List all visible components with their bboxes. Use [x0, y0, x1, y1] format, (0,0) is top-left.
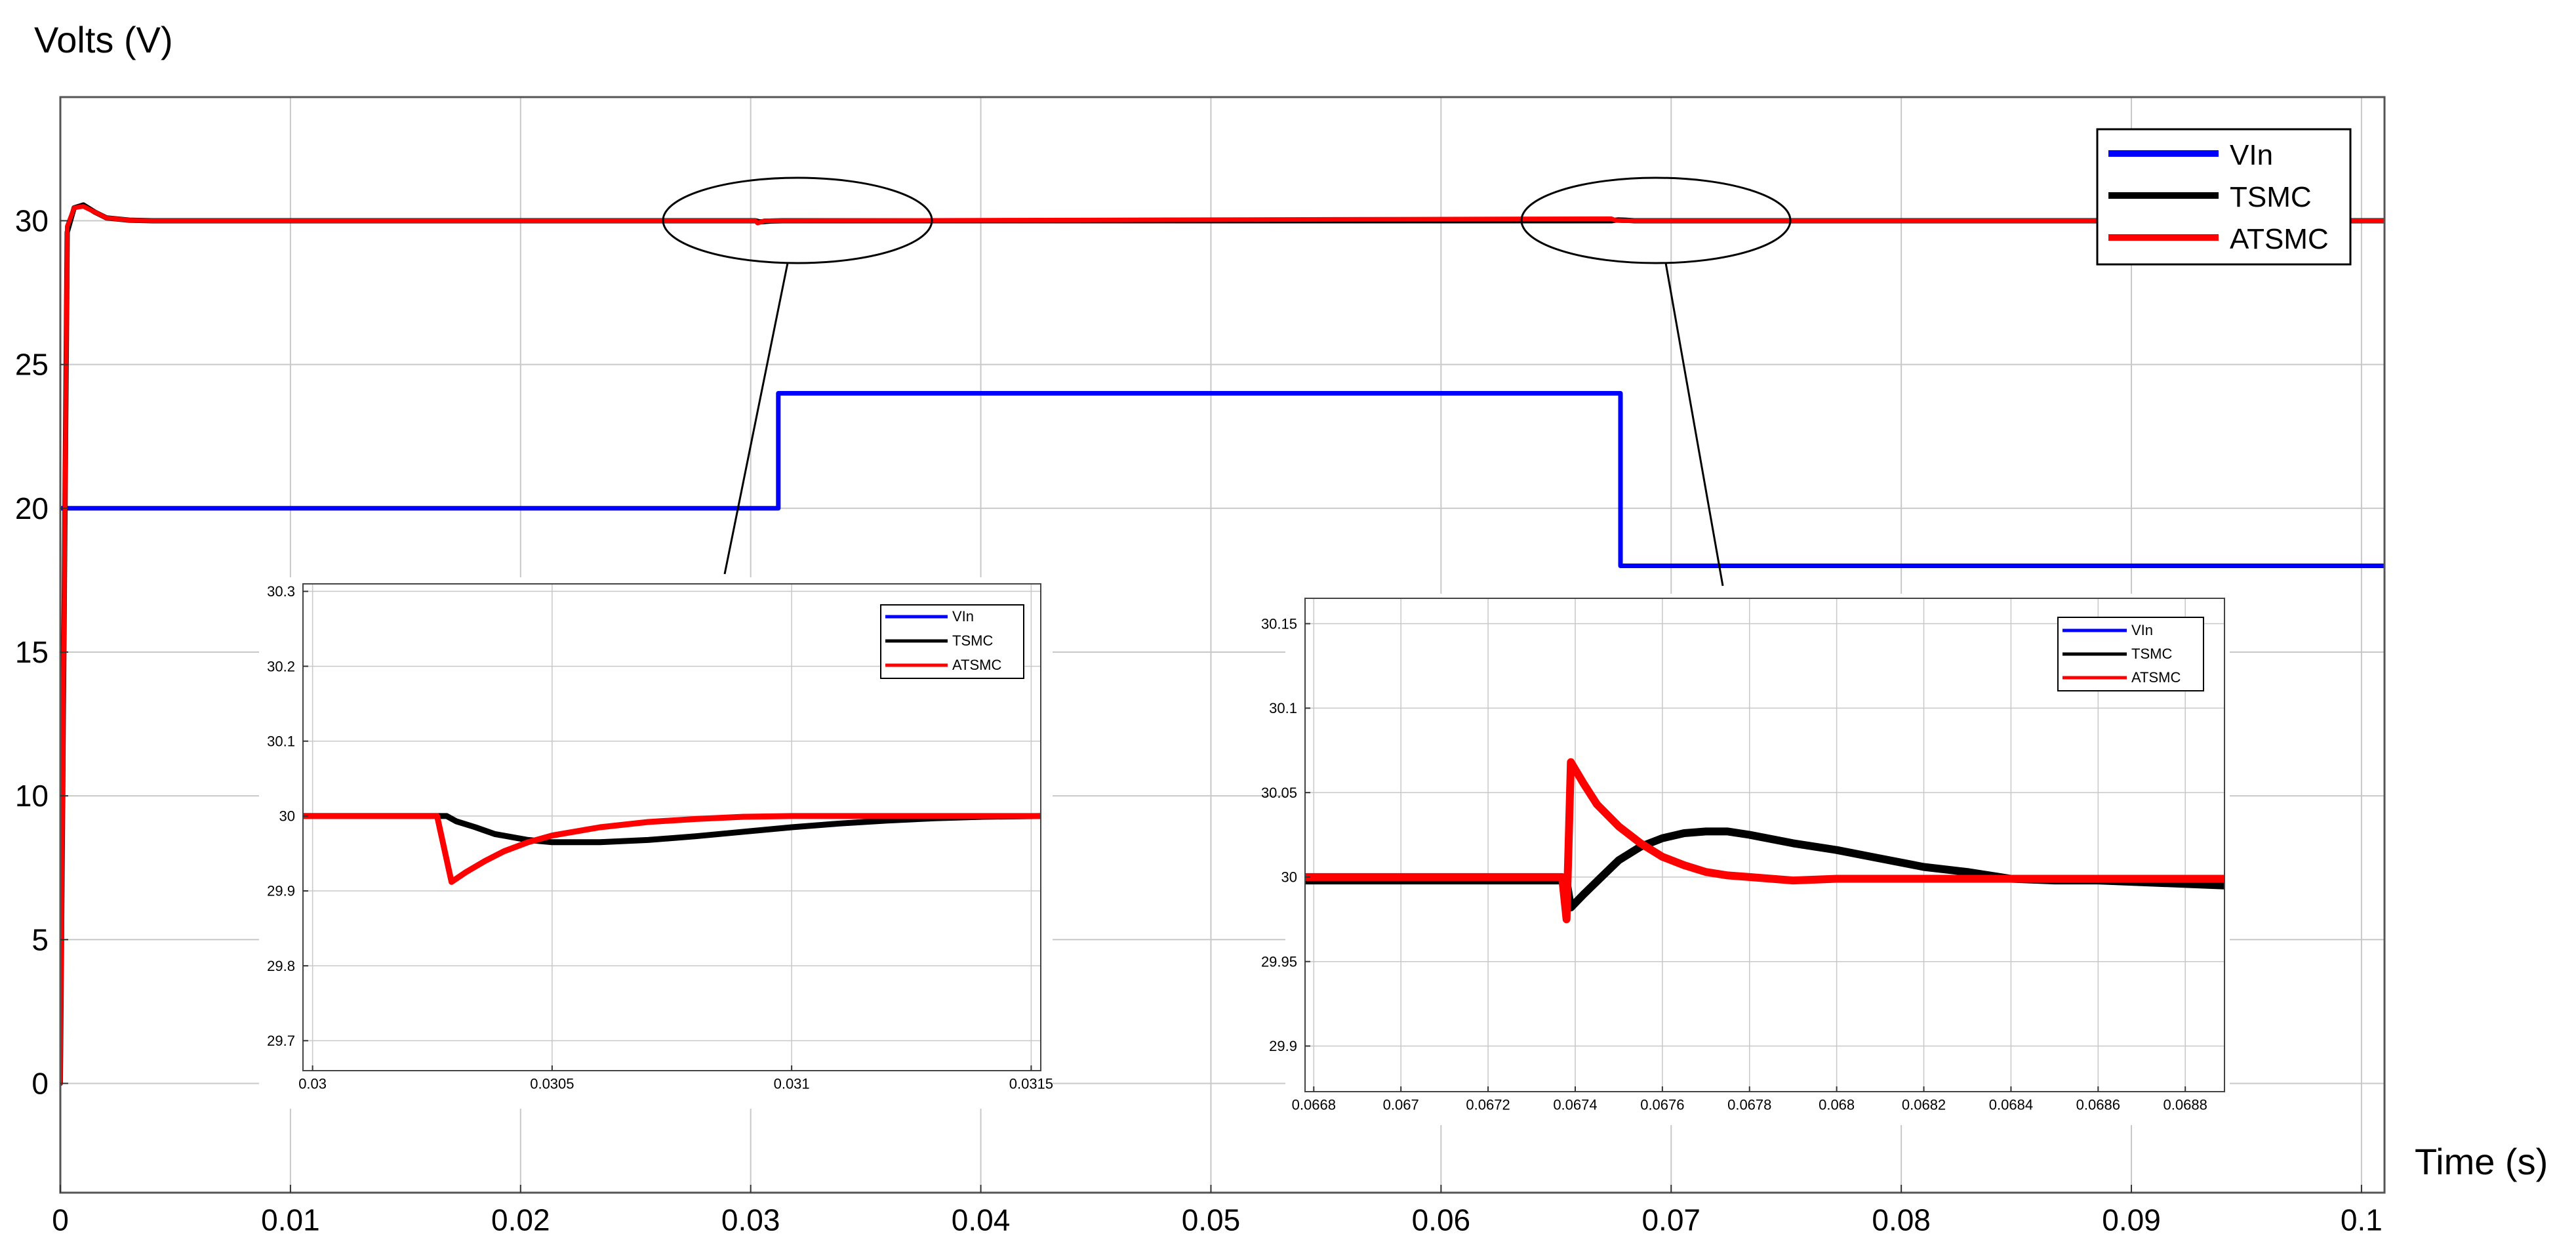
inset-left-y-tick-label: 30.1	[267, 733, 295, 749]
main-series-atsmc	[60, 204, 2385, 1086]
inset-right-x-tick-label: 0.0686	[2076, 1097, 2120, 1113]
inset-left-y-axis: 29.7 29.8 29.9 30 30.1 30.2 30.3	[267, 583, 308, 1049]
inset-right-x-tick-label: 0.0676	[1640, 1097, 1684, 1113]
inset-left-y-tick-label: 30.2	[267, 658, 295, 674]
inset-left-series-tsmc	[303, 813, 1041, 846]
main-x-tick-label: 0.06	[1412, 1203, 1471, 1237]
inset-right-x-tick-label: 0.0682	[1902, 1097, 1946, 1113]
inset-right-y-tick-label: 29.95	[1261, 953, 1297, 970]
main-plot-frame	[59, 96, 2386, 1194]
inset-left-series-atsmc	[303, 813, 1041, 885]
main-x-tick-label: 0.03	[721, 1203, 780, 1237]
main-series-vin	[60, 391, 2385, 568]
zoom-leader-left	[723, 262, 789, 575]
inset-right-x-axis: 0.0668 0.067 0.0672 0.0674 0.0676 0.0678 0.068…	[1292, 1086, 2207, 1113]
main-x-tick-label: 0	[52, 1203, 69, 1237]
inset-right-legend: VIn TSMC ATSMC	[2057, 617, 2204, 691]
main-x-tick-label: 0.07	[1641, 1203, 1701, 1237]
main-y-tick-label: 20	[15, 491, 49, 525]
inset-right-x-tick-label: 0.0688	[2163, 1097, 2207, 1113]
inset-left-legend-label-atsmc: ATSMC	[952, 657, 1001, 673]
inset-right-grid	[1305, 598, 2224, 1092]
inset-right-y-tick-label: 29.9	[1269, 1038, 1297, 1054]
zoom-leader-right	[1664, 262, 1724, 586]
inset-right-y-tick-label: 30.1	[1269, 700, 1297, 716]
main-x-tick-label: 0.01	[261, 1203, 320, 1237]
zoom-ellipse-left	[662, 176, 933, 264]
x-axis-label: Time (s)	[2415, 1141, 2548, 1182]
inset-left-x-axis: 0.03 0.0305 0.031 0.0315	[298, 1065, 1053, 1092]
inset-right-y-tick-label: 30.05	[1261, 785, 1297, 801]
inset-right-x-tick-label: 0.067	[1383, 1097, 1419, 1113]
inset-left-y-tick-label: 30	[279, 808, 295, 825]
inset-right-x-tick-label: 0.0684	[1989, 1097, 2033, 1113]
inset-chart-left: 0.03 0.0305 0.031 0.0315 29.7 29.8 29.9 30 30.1…	[259, 577, 1053, 1109]
inset-left-x-tick-label: 0.0305	[530, 1076, 574, 1092]
main-y-axis: 0 5 10 15 20 25 30	[15, 204, 68, 1101]
main-x-axis: 0 0.01 0.02 0.03 0.04 0.05 0.06 0.07 0.08 0.09 0.1	[52, 1185, 2383, 1237]
main-legend-label-vin: VIn	[2230, 139, 2273, 171]
inset-right-frame	[1304, 598, 2225, 1092]
main-y-tick-label: 15	[15, 635, 49, 669]
inset-left-x-tick-label: 0.03	[298, 1076, 327, 1092]
inset-right-legend-label-tsmc: TSMC	[2131, 646, 2172, 662]
main-series-group	[60, 202, 2385, 1086]
inset-left-legend-label-vin: VIn	[952, 608, 974, 625]
inset-right-x-tick-label: 0.0678	[1727, 1097, 1771, 1113]
inset-right-x-tick-label: 0.068	[1819, 1097, 1855, 1113]
inset-left-legend: VIn TSMC ATSMC	[880, 604, 1024, 679]
inset-left-x-tick-label: 0.031	[774, 1076, 810, 1092]
inset-left-x-tick-label: 0.0315	[1009, 1076, 1053, 1092]
inset-right-series-group	[1305, 758, 2224, 924]
inset-left-y-tick-label: 30.3	[267, 583, 295, 600]
main-x-tick-label: 0.1	[2341, 1203, 2383, 1237]
main-x-tick-label: 0.09	[2102, 1203, 2161, 1237]
main-y-tick-label: 25	[15, 348, 49, 382]
main-x-tick-label: 0.05	[1182, 1203, 1241, 1237]
main-y-tick-label: 30	[15, 204, 49, 238]
inset-right-y-axis: 29.9 29.95 30 30.05 30.1 30.15	[1261, 615, 1310, 1054]
zoom-ellipse-right	[1520, 176, 1792, 264]
main-legend-label-atsmc: ATSMC	[2230, 223, 2329, 255]
inset-right-x-tick-label: 0.0668	[1292, 1097, 1336, 1113]
inset-left-frame	[302, 583, 1041, 1071]
inset-chart-right: 0.0668 0.067 0.0672 0.0674 0.0676 0.0678 0.068…	[1261, 594, 2230, 1125]
main-x-tick-label: 0.02	[491, 1203, 550, 1237]
inset-right-x-tick-label: 0.0674	[1553, 1097, 1597, 1113]
main-x-tick-label: 0.04	[952, 1203, 1011, 1237]
inset-right-series-atsmc	[1305, 758, 2224, 924]
main-legend-label-tsmc: TSMC	[2230, 181, 2312, 213]
inset-right-y-tick-label: 30.15	[1261, 615, 1297, 632]
inset-right-legend-label-atsmc: ATSMC	[2131, 669, 2181, 686]
inset-left-y-tick-label: 29.9	[267, 883, 295, 899]
inset-left-y-tick-label: 29.7	[267, 1033, 295, 1049]
main-legend: VIn TSMC ATSMC	[2096, 128, 2352, 266]
inset-right-y-tick-label: 30	[1281, 869, 1297, 886]
inset-right-legend-label-vin: VIn	[2131, 622, 2153, 638]
inset-left-y-tick-label: 29.8	[267, 958, 295, 974]
main-y-tick-label: 10	[15, 779, 49, 813]
main-x-tick-label: 0.08	[1872, 1203, 1931, 1237]
inset-left-legend-label-tsmc: TSMC	[952, 632, 993, 649]
inset-left-series-group	[303, 813, 1041, 885]
y-axis-label: Volts (V)	[34, 19, 173, 60]
inset-right-x-tick-label: 0.0672	[1466, 1097, 1510, 1113]
main-y-tick-label: 0	[31, 1067, 49, 1101]
main-y-tick-label: 5	[31, 922, 49, 957]
